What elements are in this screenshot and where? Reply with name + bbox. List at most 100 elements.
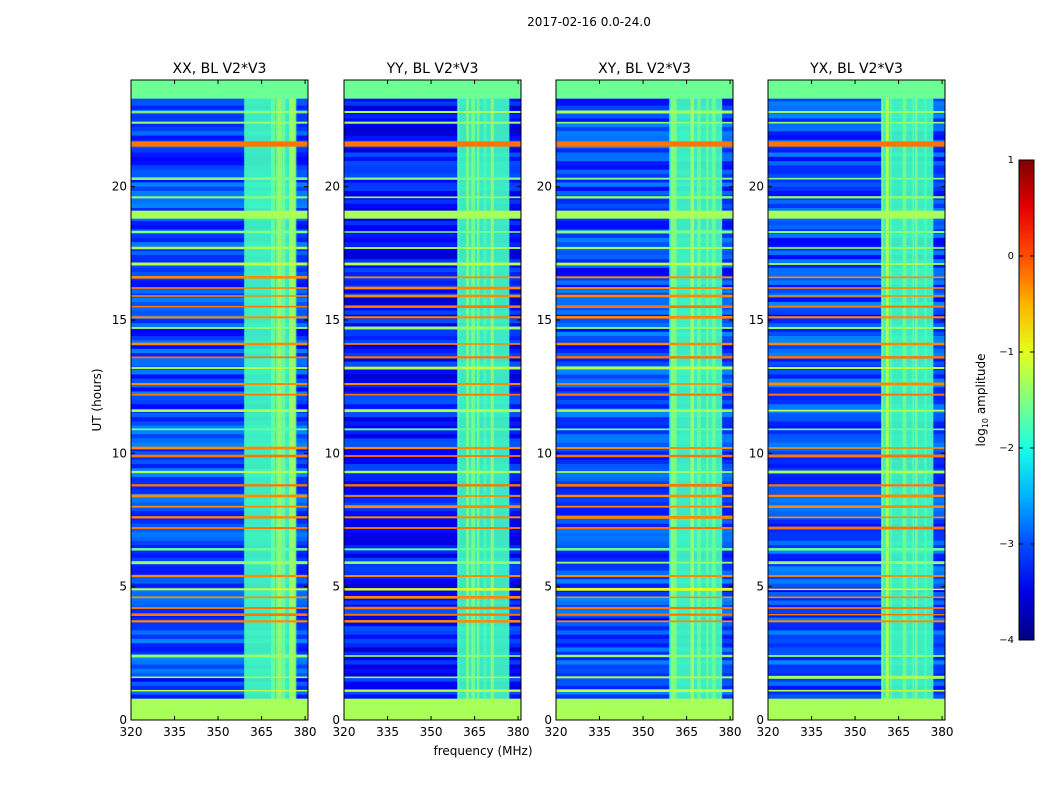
y-tick-label: 5 [119,580,127,594]
noise-row [344,476,521,482]
flagged-line [556,596,733,599]
noise-row [556,489,733,495]
noise-row [768,178,945,183]
noise-row [131,579,308,584]
noise-row [344,289,521,294]
x-tick-label: 365 [250,725,273,739]
y-tick-label: 20 [112,180,127,194]
flagged-line [768,356,945,359]
noise-row [768,417,945,422]
x-tick-label: 350 [207,725,230,739]
flagged-line [556,587,733,591]
flagged-line [768,316,945,319]
flagged-line [768,342,945,346]
noise-row [131,425,308,431]
y-tick-label: 10 [537,446,552,460]
noise-row [344,429,521,435]
noise-row [768,161,945,166]
flagged-line [344,620,521,623]
flagged-line [344,366,521,370]
noise-row [131,353,308,358]
noise-row [344,557,521,563]
flagged-line [556,606,733,610]
noise-row [768,528,945,533]
noise-row [344,310,521,315]
noise-row [131,468,308,473]
noise-row [768,562,945,567]
noise-row [556,208,733,213]
noise-row [556,301,733,307]
flagged-line [556,177,733,180]
noise-row [344,468,521,473]
flagged-line [768,494,945,498]
noise-row [556,306,733,311]
noise-row [556,562,733,567]
flagged-line [131,342,308,346]
flagged-line [556,454,733,458]
noise-row [344,161,521,166]
noise-row [344,297,521,303]
noise-row [131,242,308,247]
noise-row [344,498,521,503]
noise-row [768,289,945,294]
noise-row [768,545,945,550]
noise-row [768,254,945,260]
flagged-band [768,698,945,720]
flagged-line [131,111,308,113]
noise-row [556,374,733,379]
flagged-line [556,366,733,370]
noise-row [556,549,733,554]
noise-row [556,331,733,337]
flagged-line [131,676,308,679]
flagged-line [768,263,945,265]
rfi-channel-stripe [706,80,709,720]
noise-row [344,425,521,431]
noise-row [556,446,733,452]
flagged-line [556,110,733,114]
flagged-line [131,620,308,623]
noise-row [768,374,945,379]
noise-row [131,272,308,277]
noise-row [768,485,945,490]
flagged-line [556,305,733,308]
y-tick-label: 15 [537,313,552,327]
noise-row [556,630,733,635]
noise-row [556,540,733,546]
noise-row [768,685,945,691]
noise-row [344,549,521,554]
rfi-channel-stripe [282,80,286,720]
noise-row [768,600,945,606]
noise-row [131,387,308,392]
noise-row [768,135,945,141]
noise-row [344,626,521,631]
noise-row [768,613,945,618]
noise-row [344,387,521,392]
noise-row [768,220,945,226]
flagged-line [768,505,945,508]
noise-row [768,617,945,623]
flagged-line [556,505,733,508]
noise-row [131,668,308,674]
x-tick-label: 380 [294,725,317,739]
noise-row [768,297,945,303]
flagged-line [344,110,521,114]
noise-row [768,186,945,192]
noise-row [768,476,945,482]
noise-row [768,681,945,687]
rfi-channel-stripe [476,80,480,720]
flagged-line [344,393,521,396]
noise-row [344,318,521,324]
flagged-line [131,409,308,412]
noise-row [768,203,945,209]
noise-row [556,464,733,469]
noise-row [768,280,945,286]
noise-row [131,660,308,665]
flagged-line [556,676,733,679]
colorbar-tick-label: −3 [999,539,1014,550]
noise-row [556,434,733,439]
rfi-channel-stripe [915,80,918,720]
noise-row [556,617,733,623]
noise-row [556,387,733,392]
flagged-line [768,428,945,431]
noise-row [344,634,521,640]
